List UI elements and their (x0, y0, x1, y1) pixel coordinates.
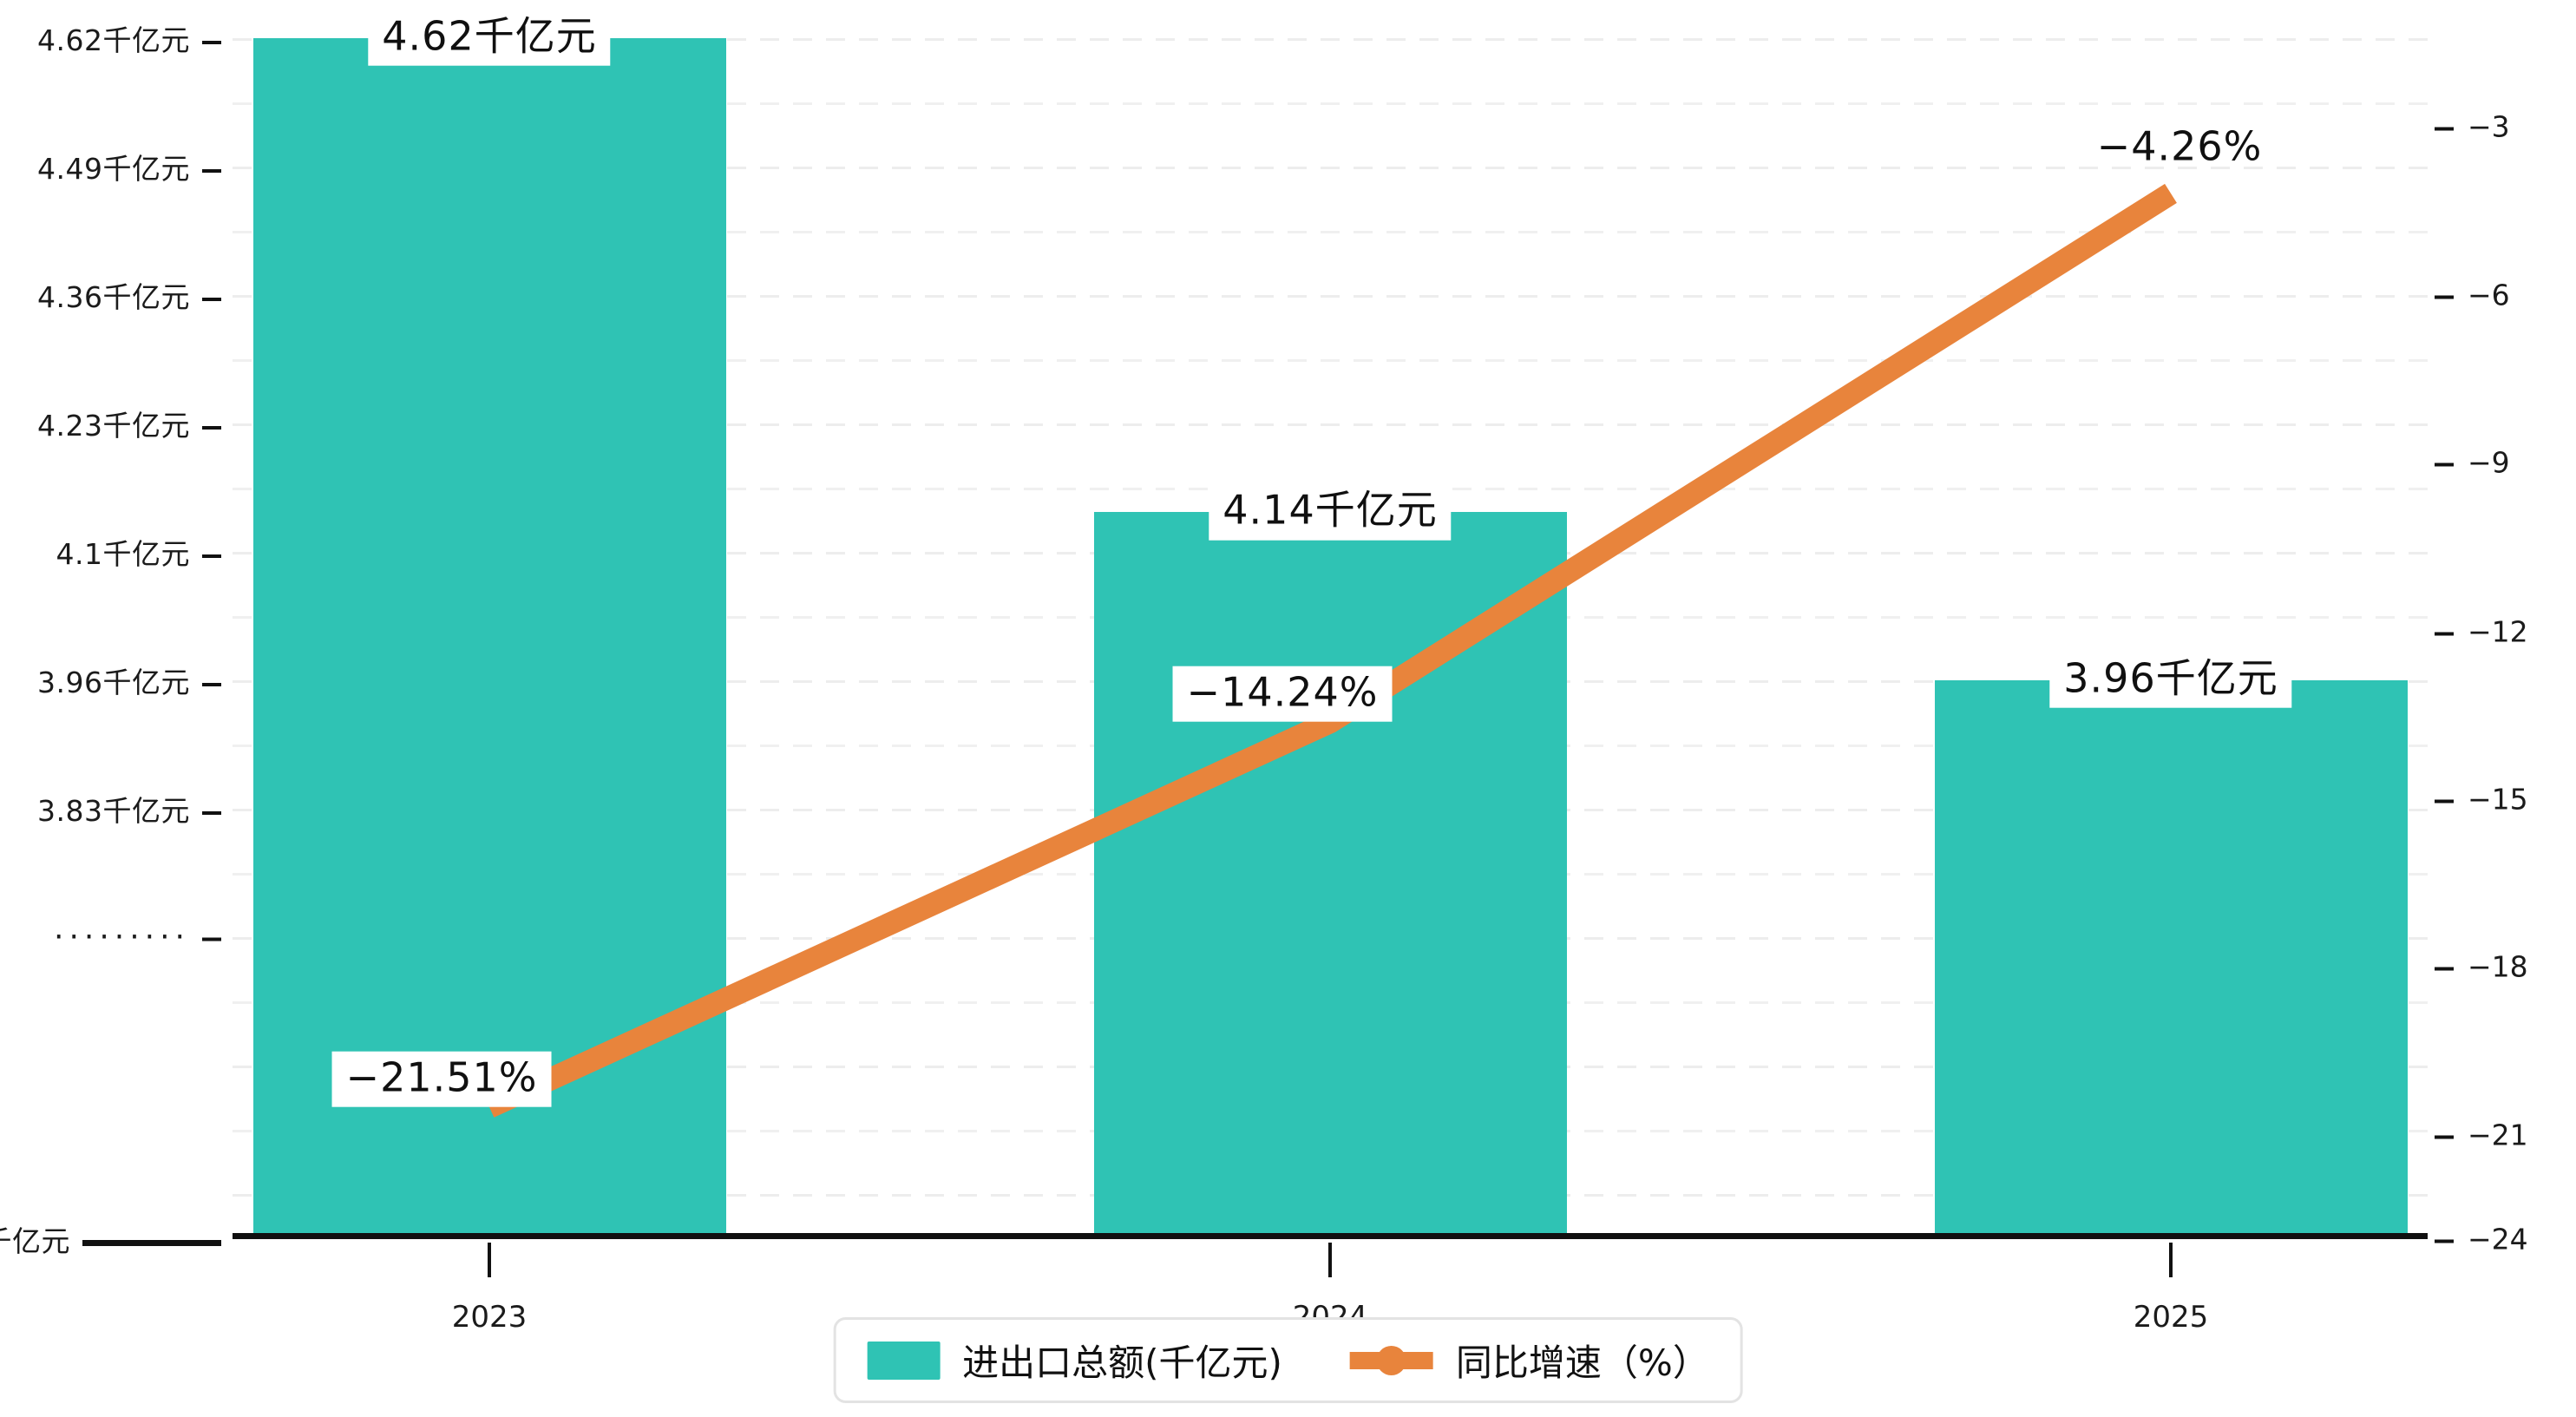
tick-dash-icon (202, 168, 221, 173)
x-axis-tick-mark (2169, 1243, 2173, 1277)
y-axis-right-tick-label: −24 (2435, 1223, 2528, 1256)
y-axis-right-tick-label: −12 (2435, 615, 2528, 649)
y-axis-left-tick-label: ········· (54, 920, 221, 955)
y-axis-right-tick-label: −15 (2435, 783, 2528, 817)
line-series (484, 183, 2177, 1118)
tick-dash-icon (202, 425, 221, 430)
bar-value-label-2024: 4.14千亿元 (1209, 484, 1452, 541)
tick-dash-icon (2435, 462, 2454, 466)
x-axis-tick-label-2023: 2023 (451, 1300, 528, 1335)
tick-dash-icon (202, 682, 221, 686)
tick-dash-icon (202, 810, 221, 815)
bar-2025[interactable] (1934, 680, 2408, 1239)
y-axis-left-tick-label: 4.62千亿元 (37, 17, 221, 59)
tick-dash-icon (2435, 127, 2454, 130)
gridline (233, 231, 2428, 233)
growth-value-label-2023: −21.51% (331, 1051, 552, 1107)
tick-dash-icon (202, 937, 221, 941)
legend-item-label: 同比增速（%） (1455, 1342, 1709, 1384)
gridline (233, 359, 2428, 362)
y-axis-right-tick-label: −9 (2435, 446, 2510, 480)
gridline (233, 102, 2428, 105)
y-axis-left-tick-label: 4.49千亿元 (37, 146, 221, 187)
tick-dash-icon (82, 1240, 221, 1246)
growth-line-path (484, 183, 2177, 1118)
y-axis-left-tick-label: 4.1千亿元 (56, 531, 221, 573)
y-axis-right-tick-label: −18 (2435, 950, 2528, 984)
gridline (233, 38, 2428, 41)
legend-item-label: 进出口总额(千亿元) (962, 1342, 1282, 1384)
x-axis-tick-mark (1328, 1243, 1332, 1277)
plot-area: 202320242025 4.62千亿元4.14千亿元3.96千亿元−21.51… (233, 10, 2428, 1335)
tick-dash-icon (202, 297, 221, 301)
y-axis-right-tick-label: −6 (2435, 279, 2510, 312)
growth-value-label-2025: −4.26% (2096, 122, 2263, 170)
tick-dash-icon (2435, 799, 2454, 803)
legend-bar-swatch-icon (867, 1341, 941, 1380)
tick-dash-icon (2435, 1135, 2454, 1138)
tick-dash-icon (202, 40, 221, 44)
y-axis-right-tick-label: −3 (2435, 110, 2510, 144)
legend-line-swatch-icon (1349, 1342, 1433, 1380)
growth-value-label-2024: −14.24% (1172, 666, 1393, 723)
tick-dash-icon (2435, 1239, 2454, 1243)
legend-item-line[interactable]: 同比增速（%） (1349, 1334, 1709, 1387)
gridline (233, 167, 2428, 169)
gridline (233, 295, 2428, 298)
y-axis-right-tick-label: −21 (2435, 1119, 2528, 1152)
tick-dash-icon (202, 554, 221, 558)
y-axis-left-tick-label: 3.83千亿元 (37, 788, 221, 830)
chart-legend[interactable]: 进出口总额(千亿元) 同比增速（%） (833, 1317, 1743, 1403)
y-axis-left-tick-label: 0千亿元 (0, 1218, 221, 1260)
tick-dash-icon (2435, 632, 2454, 635)
tick-dash-icon (2435, 295, 2454, 298)
legend-item-bar[interactable]: 进出口总额(千亿元) (867, 1334, 1282, 1387)
x-axis-line (233, 1233, 2428, 1239)
gridline (233, 423, 2428, 426)
x-axis-tick-mark (488, 1243, 491, 1277)
y-axis-left-tick-label: 4.36千亿元 (37, 274, 221, 316)
y-axis-left-tick-label: 4.23千亿元 (37, 403, 221, 444)
x-axis-tick-label-2025: 2025 (2133, 1300, 2209, 1335)
tick-dash-icon (2435, 967, 2454, 970)
bar-value-label-2023: 4.62千亿元 (368, 10, 611, 66)
y-axis-left-tick-label: 3.96千亿元 (37, 659, 221, 701)
bar-value-label-2025: 3.96千亿元 (2049, 652, 2292, 708)
